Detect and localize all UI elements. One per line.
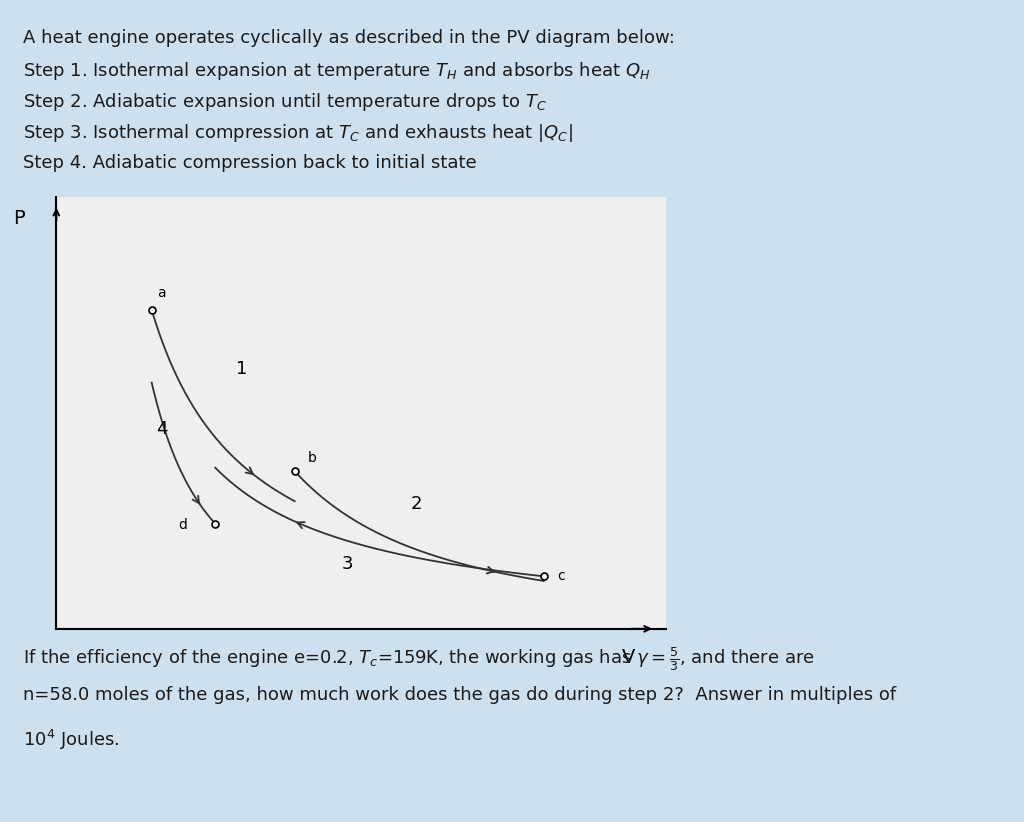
Text: 2: 2: [411, 495, 422, 513]
Text: Step 2. Adiabatic expansion until temperature drops to $T_C$: Step 2. Adiabatic expansion until temper…: [23, 91, 547, 113]
Text: V: V: [622, 648, 635, 667]
Text: $10^4$ Joules.: $10^4$ Joules.: [23, 727, 119, 751]
Text: 4: 4: [157, 420, 168, 437]
Text: Step 1. Isothermal expansion at temperature $T_H$ and absorbs heat $Q_H$: Step 1. Isothermal expansion at temperat…: [23, 60, 650, 82]
Text: d: d: [178, 519, 187, 533]
Text: 1: 1: [237, 360, 248, 377]
Text: Step 4. Adiabatic compression back to initial state: Step 4. Adiabatic compression back to in…: [23, 154, 476, 172]
Text: Step 3. Isothermal compression at $T_C$ and exhausts heat $|Q_C|$: Step 3. Isothermal compression at $T_C$ …: [23, 122, 572, 145]
Text: a: a: [157, 286, 166, 300]
Text: n=58.0 moles of the gas, how much work does the gas do during step 2?  Answer in: n=58.0 moles of the gas, how much work d…: [23, 686, 896, 704]
Text: A heat engine operates cyclically as described in the PV diagram below:: A heat engine operates cyclically as des…: [23, 29, 675, 47]
Text: c: c: [557, 569, 564, 583]
Text: If the efficiency of the engine e=0.2, $T_c$=159K, the working gas has $\gamma =: If the efficiency of the engine e=0.2, $…: [23, 645, 814, 673]
Text: 3: 3: [342, 555, 353, 573]
Text: b: b: [308, 450, 316, 464]
Text: P: P: [13, 209, 25, 228]
